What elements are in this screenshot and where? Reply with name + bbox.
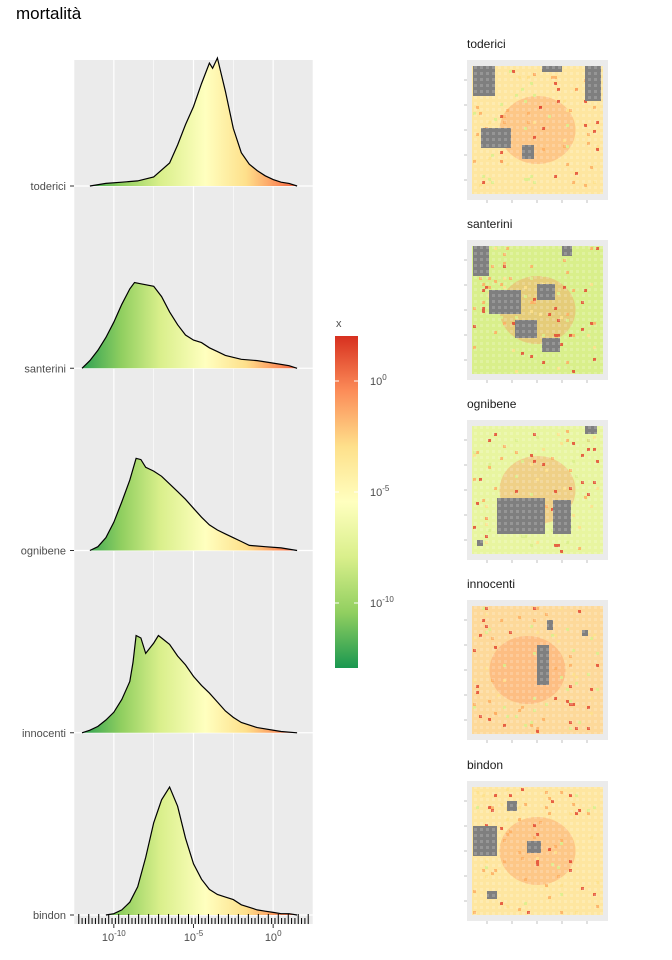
heatmap-texture [472, 787, 603, 915]
ridge-line-bindon [105, 785, 298, 916]
y-tick-label-santerini: santerini [24, 363, 66, 375]
heatmap-title-innocenti: innocenti [467, 577, 515, 591]
ridge-line-ognibene [89, 457, 298, 552]
x-tick-label: 10-5 [184, 929, 204, 944]
heatmap-texture [472, 606, 603, 734]
heatmap-texture [472, 66, 603, 194]
ridge-line-toderici [89, 56, 298, 187]
heatmap-panels: toderici santerini ognibene innocenti bindon [464, 37, 608, 924]
x-tick-label: 10-10 [102, 929, 126, 944]
x-tick-label: 100 [265, 929, 282, 944]
y-tick-label-toderici: toderici [31, 181, 66, 193]
legend-colorbar [335, 336, 358, 668]
heatmap-texture [472, 426, 603, 554]
ridge-fill-innocenti [82, 635, 298, 733]
legend-title: x [336, 318, 342, 330]
page-title: mortalità [16, 4, 82, 23]
heatmap-title-toderici: toderici [467, 37, 506, 51]
y-tick-label-innocenti: innocenti [22, 728, 66, 740]
ridge-fill-santerini [82, 282, 298, 369]
y-tick-label-ognibene: ognibene [21, 546, 66, 558]
ridge-fill-toderici [89, 58, 298, 186]
ridge-fill-bindon [105, 787, 298, 915]
heatmap-title-ognibene: ognibene [467, 397, 517, 411]
ridge-fill-ognibene [89, 458, 298, 551]
ridge-line-innocenti [81, 634, 298, 734]
ridgeline-plot: toderici santerini ognibene innocenti bindon… [21, 56, 314, 944]
heatmap-title-bindon: bindon [467, 758, 503, 772]
ridge-line-santerini [81, 281, 298, 369]
heatmap-title-santerini: santerini [467, 217, 512, 231]
legend-label: 10-10 [370, 595, 394, 610]
y-tick-label-bindon: bindon [33, 910, 66, 922]
color-legend: x 100 10-5 10-10 [335, 318, 394, 668]
legend-label: 100 [370, 373, 387, 388]
heatmap-texture [472, 246, 603, 374]
legend-label: 10-5 [370, 484, 390, 499]
